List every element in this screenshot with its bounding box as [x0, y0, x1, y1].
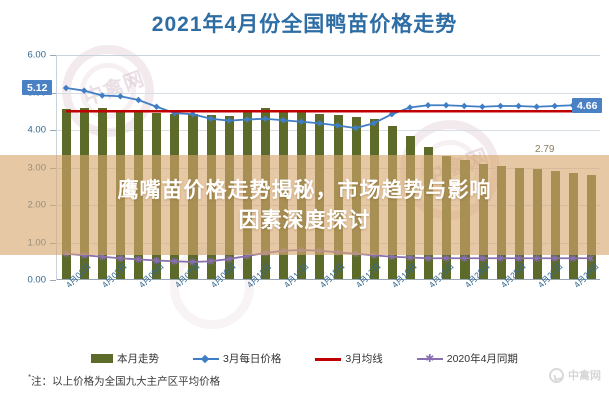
data-point-marker: [425, 254, 431, 262]
legend-item-2[interactable]: 3月均线: [315, 351, 383, 366]
line-series-layer: [62, 84, 595, 266]
data-point-marker: [443, 254, 450, 262]
overlay-banner-background: [0, 155, 609, 255]
y-tick-mark: [50, 280, 56, 281]
data-point-marker: [153, 257, 160, 264]
data-point-marker: [171, 257, 178, 265]
legend-swatch-line-plain-icon: [315, 354, 342, 364]
data-point-marker: [298, 118, 305, 125]
legend-label-3: 2020年4月同期: [446, 353, 518, 365]
data-point-marker: [533, 103, 540, 110]
brand-name: 中禽网: [568, 370, 601, 382]
data-point-marker: [515, 254, 522, 262]
legend-swatch-line-star-icon: ✱: [416, 353, 443, 364]
data-point-marker: [117, 93, 124, 100]
legend-item-3[interactable]: ✱ 2020年4月同期: [416, 351, 518, 366]
data-point-marker: [316, 120, 323, 127]
data-point-marker: [551, 102, 558, 110]
footnote-text: 注：以上价格为全国九大主产区平均价格: [31, 375, 221, 388]
data-point-marker: [497, 102, 504, 110]
data-point-marker: [461, 102, 468, 110]
data-point-marker: [407, 254, 413, 261]
y-tick-mark: [50, 130, 56, 131]
data-point-marker: [243, 116, 251, 123]
data-point-marker: [497, 254, 504, 262]
page-title: 2021年4月份全国鸭苗价格走势: [151, 13, 458, 36]
footnote: *注：以上价格为全国九大主产区平均价格: [28, 373, 220, 389]
data-point-marker: [533, 254, 540, 262]
y-tick-label: 4.00: [27, 124, 47, 136]
data-point-marker: [62, 84, 70, 92]
data-point-marker: [551, 254, 558, 262]
y-tick-mark: [50, 55, 56, 56]
data-label-last-bar: 2.79: [535, 144, 555, 155]
overlay-line-2: 因素深度探讨: [238, 209, 371, 232]
data-point-marker: [280, 117, 287, 124]
data-point-marker: [153, 103, 160, 110]
gridline: [57, 55, 600, 56]
data-label-first-point: 5.12: [22, 80, 53, 95]
line-3月每日价格: [65, 87, 591, 130]
legend-label-0: 本月走势: [117, 353, 160, 365]
data-point-marker: [352, 124, 359, 132]
gridline: [57, 92, 600, 94]
data-point-marker: [189, 111, 196, 118]
brand-mark: 中禽网: [549, 367, 601, 383]
data-point-marker: [189, 258, 196, 266]
legend-item-0[interactable]: 本月走势: [91, 351, 159, 366]
legend-swatch-line-diamond-icon: [193, 354, 220, 364]
data-point-marker: [99, 92, 106, 99]
data-point-marker: [261, 115, 269, 122]
data-point-marker: [588, 254, 594, 262]
legend-item-1[interactable]: 3月每日价格: [193, 351, 281, 366]
legend-swatch-bar-icon: [91, 354, 114, 363]
y-tick-mark: [50, 92, 56, 94]
data-point-marker: [370, 120, 377, 127]
data-point-marker: [388, 111, 396, 118]
footnote-star: *: [28, 373, 32, 382]
gridline: [57, 130, 600, 131]
overlay-banner-text: 鹰嘴苗价格走势揭秘，市场趋势与影响 因素深度探讨: [0, 160, 609, 252]
data-point-marker: [80, 87, 88, 94]
y-tick-label: 0.00: [27, 274, 47, 286]
data-point-marker: [461, 254, 468, 262]
data-point-marker: [406, 104, 414, 111]
chart-legend: 本月走势 3月每日价格 3月均线 ✱ 2020年4月同期: [0, 351, 609, 366]
bird-circle-logo-icon: [549, 367, 564, 383]
y-tick-label: 6.00: [27, 49, 47, 61]
data-point-marker: [207, 115, 215, 122]
data-point-marker: [479, 103, 486, 110]
data-point-marker: [442, 102, 450, 109]
data-point-marker: [479, 254, 486, 262]
data-label-last-point: 4.66: [572, 98, 603, 113]
data-point-marker: [569, 254, 576, 262]
data-point-marker: [226, 255, 232, 263]
data-point-marker: [135, 255, 142, 263]
data-point-marker: [424, 102, 432, 109]
data-point-marker: [207, 257, 214, 265]
data-point-marker: [117, 254, 124, 262]
data-point-marker: [334, 122, 341, 129]
overlay-line-1: 鹰嘴苗价格走势揭秘，市场趋势与影响: [117, 178, 492, 202]
x-axis-line: [57, 279, 600, 280]
data-point-marker: [515, 102, 522, 110]
legend-label-1: 3月每日价格: [223, 353, 282, 365]
legend-label-2: 3月均线: [345, 353, 383, 365]
data-point-marker: [135, 96, 142, 104]
x-axis-labels: 4月01日 4月03日 4月05日 4月07日 4月09日 4月11日 4月13日 4月15日…: [56, 261, 601, 332]
data-point-marker: [225, 117, 233, 124]
